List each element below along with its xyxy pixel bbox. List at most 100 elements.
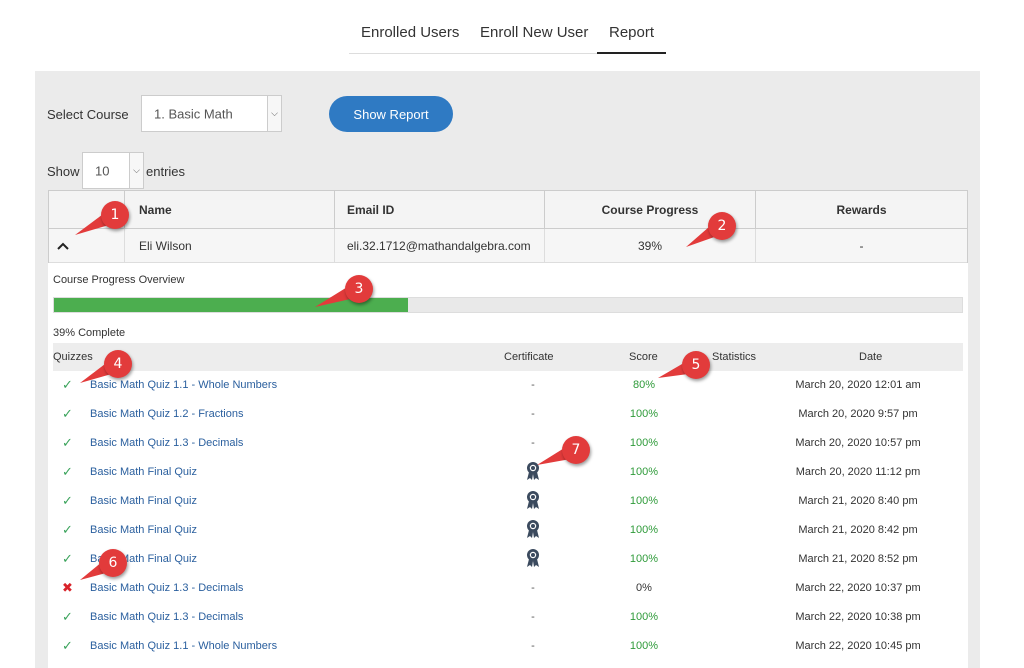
- quiz-certificate: -: [531, 640, 535, 652]
- quiz-date: March 20, 2020 11:12 pm: [795, 466, 921, 478]
- quiz-date: March 21, 2020 8:40 pm: [798, 495, 918, 507]
- quiz-row: ✓ Basic Math Quiz 1.2 - Fractions - 100% Mar…: [53, 400, 963, 429]
- quiz-certificate: -: [531, 408, 535, 420]
- quiz-row: ✓ Basic Math Final Quiz 100% March 21, 2020…: [53, 545, 963, 574]
- quiz-row: ✓ Basic Math Final Quiz 100% March 20, 2020…: [53, 458, 963, 487]
- header-statistics: Statistics: [712, 351, 757, 363]
- quiz-row: ✓ Basic Math Final Quiz 100% March 21, 2020…: [53, 516, 963, 545]
- quiz-score: 100%: [629, 611, 659, 623]
- user-name: Eli Wilson: [125, 229, 335, 262]
- quiz-score: 80%: [632, 379, 656, 391]
- check-icon: ✓: [62, 522, 73, 537]
- callout-marker: 4: [104, 350, 132, 378]
- quiz-row: ✓ Basic Math Quiz 1.1 - Whole Numbers - 100…: [53, 632, 963, 661]
- quiz-score: 100%: [629, 495, 659, 507]
- chevron-up-icon: [57, 242, 69, 250]
- header-score: Score: [629, 351, 658, 363]
- select-course-label: Select Course: [47, 107, 129, 122]
- quiz-name-link[interactable]: Basic Math Quiz 1.2 - Fractions: [90, 408, 244, 420]
- quiz-score: 100%: [629, 553, 659, 565]
- callout-marker: 1: [101, 201, 129, 229]
- quiz-row: ✓ Basic Math Quiz 1.3 - Decimals - 100% Marc…: [53, 603, 963, 632]
- check-icon: ✓: [62, 609, 73, 624]
- user-rewards: -: [859, 238, 864, 253]
- quiz-row: ✓ Basic Math Quiz 1.1 - Whole Numbers - 80%…: [53, 371, 963, 400]
- callout-marker: 5: [682, 351, 710, 379]
- header-email[interactable]: Email ID: [335, 191, 545, 228]
- quiz-row: ✓ Basic Math Final Quiz 100% March 21, 2020…: [53, 487, 963, 516]
- quiz-score: 100%: [629, 524, 659, 536]
- progress-complete-text: 39% Complete: [53, 327, 126, 339]
- tab-divider: [349, 53, 666, 54]
- quiz-table-header: Quizzes Certificate Score Statistics Dat…: [53, 343, 963, 371]
- header-date: Date: [859, 351, 883, 363]
- check-icon: ✓: [62, 493, 73, 508]
- header-quizzes: Quizzes: [53, 351, 93, 363]
- quiz-certificate: -: [531, 582, 535, 594]
- course-progress-detail: Course Progress Overview 39% Complete Qu…: [48, 263, 968, 668]
- quiz-name-link[interactable]: Basic Math Final Quiz: [90, 524, 197, 536]
- header-name[interactable]: Name: [125, 191, 335, 228]
- users-table: Name Email ID Course Progress Rewards El…: [48, 190, 968, 264]
- header-rewards[interactable]: Rewards: [836, 202, 887, 217]
- tab-enroll-new-user[interactable]: Enroll New User: [480, 24, 589, 41]
- callout-marker: 7: [562, 436, 590, 464]
- check-icon: ✓: [62, 464, 73, 479]
- quiz-certificate: -: [531, 611, 535, 623]
- quiz-name-link[interactable]: Basic Math Final Quiz: [90, 495, 197, 507]
- show-report-button[interactable]: Show Report: [329, 96, 453, 132]
- callout-marker: 2: [708, 212, 736, 240]
- report-tabs: Enrolled Users Enroll New User Report: [0, 0, 1024, 56]
- quiz-name-link[interactable]: Basic Math Quiz 1.1 - Whole Numbers: [90, 640, 278, 652]
- quiz-name-link[interactable]: Basic Math Quiz 1.3 - Decimals: [90, 437, 244, 449]
- quiz-date: March 22, 2020 10:38 pm: [795, 611, 921, 623]
- quiz-row: ✖ Basic Math Quiz 1.3 - Decimals - 0% March …: [53, 574, 963, 603]
- quiz-date: March 21, 2020 8:52 pm: [798, 553, 918, 565]
- chevron-down-icon: ⌵: [129, 153, 143, 188]
- check-icon: ✓: [62, 377, 73, 392]
- quiz-date: March 22, 2020 10:45 pm: [795, 640, 921, 652]
- quiz-score: 100%: [629, 408, 659, 420]
- report-panel: Select Course 1. Basic Math ⌵ Show Repor…: [35, 71, 980, 668]
- table-header: Name Email ID Course Progress Rewards: [49, 191, 967, 229]
- quiz-certificate: -: [531, 437, 535, 449]
- quiz-date: March 20, 2020 9:57 pm: [798, 408, 918, 420]
- quiz-score: 100%: [629, 437, 659, 449]
- quiz-name-link[interactable]: Basic Math Final Quiz: [90, 466, 197, 478]
- check-icon: ✓: [62, 406, 73, 421]
- quiz-score: 100%: [629, 466, 659, 478]
- user-email: eli.32.1712@mathandalgebra.com: [335, 229, 545, 262]
- course-select[interactable]: 1. Basic Math ⌵: [141, 95, 282, 132]
- cross-icon: ✖: [62, 580, 73, 595]
- progress-bar: [53, 297, 963, 313]
- quiz-name-link[interactable]: Basic Math Quiz 1.1 - Whole Numbers: [90, 379, 278, 391]
- course-select-value: 1. Basic Math: [154, 106, 233, 121]
- quiz-row: ✓ Basic Math Quiz 1.3 - Decimals - 100% Marc…: [53, 429, 963, 458]
- progress-bar-fill: [54, 298, 409, 312]
- quiz-date: March 20, 2020 10:57 pm: [795, 437, 921, 449]
- chevron-down-icon: ⌵: [267, 96, 281, 131]
- entries-select-value: 10: [95, 163, 110, 178]
- entries-select[interactable]: 10 ⌵: [82, 152, 144, 189]
- entries-label: entries: [146, 164, 186, 179]
- quiz-certificate: -: [531, 379, 535, 391]
- quiz-name-link[interactable]: Basic Math Quiz 1.3 - Decimals: [90, 611, 244, 623]
- check-icon: ✓: [62, 551, 73, 566]
- check-icon: ✓: [62, 435, 73, 450]
- tab-report[interactable]: Report: [596, 22, 667, 54]
- callout-marker: 3: [345, 275, 373, 303]
- course-progress-overview-title: Course Progress Overview: [53, 274, 185, 286]
- collapse-toggle[interactable]: [49, 229, 125, 262]
- tab-enrolled-users[interactable]: Enrolled Users: [361, 24, 460, 41]
- header-course-progress[interactable]: Course Progress: [545, 191, 756, 228]
- header-certificate: Certificate: [504, 351, 554, 363]
- quiz-name-link[interactable]: Basic Math Quiz 1.3 - Decimals: [90, 582, 244, 594]
- quiz-date: March 21, 2020 8:42 pm: [798, 524, 918, 536]
- quiz-score: 0%: [636, 582, 652, 594]
- check-icon: ✓: [62, 638, 73, 653]
- show-label: Show: [47, 164, 80, 179]
- user-progress: 39%: [545, 229, 756, 262]
- table-row: Eli Wilson eli.32.1712@mathandalgebra.co…: [49, 229, 967, 263]
- quiz-score: 100%: [629, 640, 659, 652]
- quiz-date: March 22, 2020 10:37 pm: [795, 582, 921, 594]
